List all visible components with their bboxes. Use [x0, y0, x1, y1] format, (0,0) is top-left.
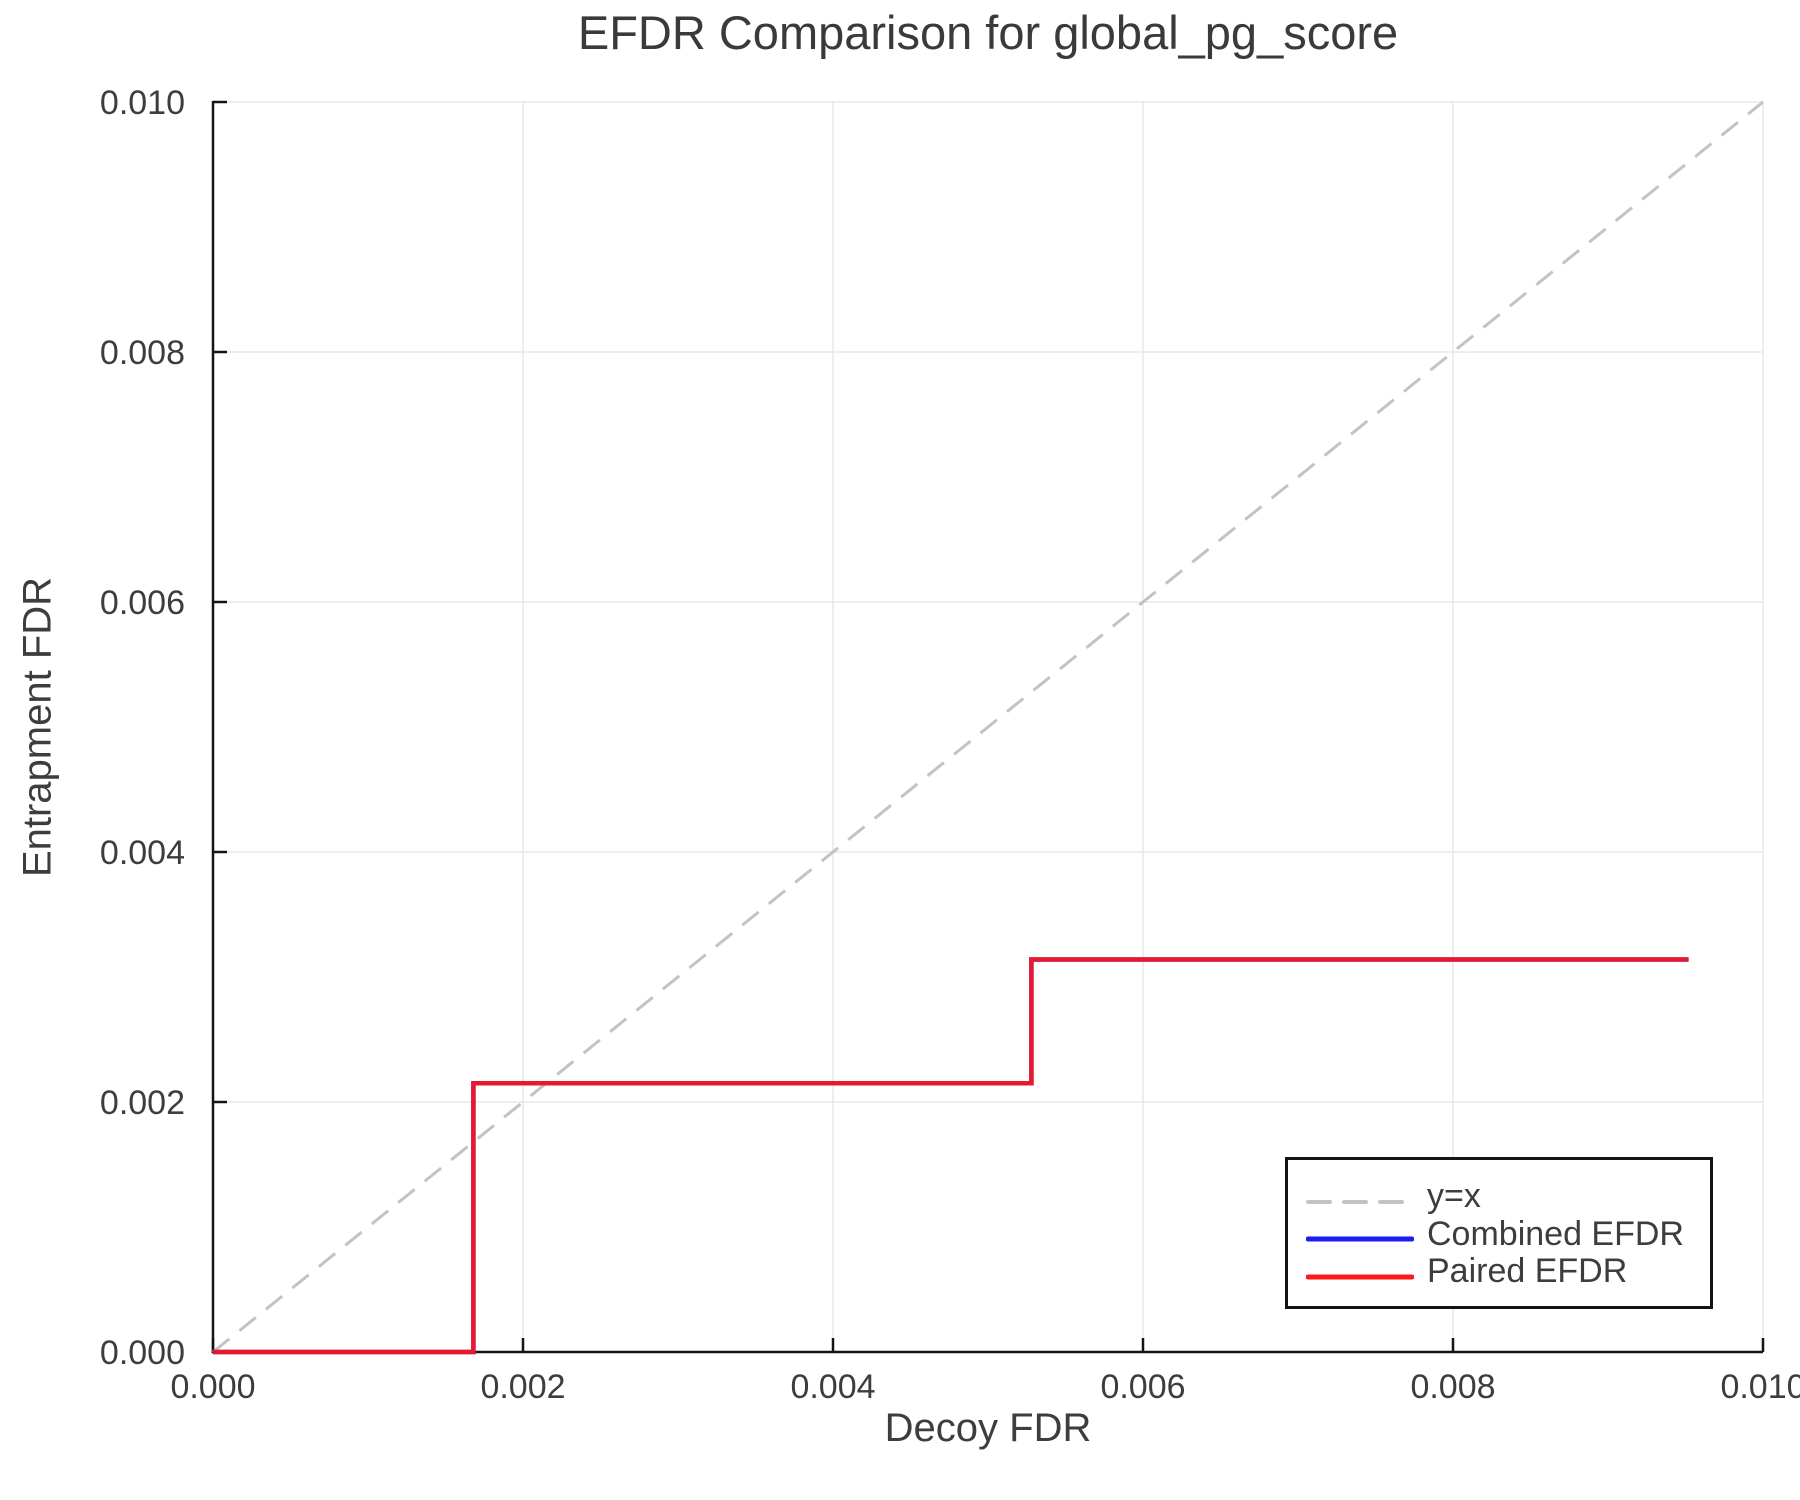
legend-sample-paired-efdr-line — [1305, 1268, 1415, 1280]
x-tick-label: 0.008 — [1410, 1368, 1495, 1406]
x-tick-label: 0.010 — [1720, 1368, 1800, 1406]
x-tick-label: 0.000 — [170, 1368, 255, 1406]
x-tick-label: 0.002 — [480, 1368, 565, 1406]
legend-row-paired-efdr: Paired EFDR — [1305, 1252, 1710, 1291]
legend-row-combined-efdr: Combined EFDR — [1305, 1214, 1710, 1254]
y-tick-label: 0.008 — [100, 334, 185, 372]
y-tick-label: 0.002 — [100, 1084, 185, 1122]
x-tick-label: 0.006 — [1100, 1368, 1185, 1406]
solid-line-icon — [1305, 1236, 1415, 1242]
solid-line-icon — [1305, 1274, 1415, 1280]
dashed-line-icon — [1306, 1199, 1414, 1204]
y-axis-label: Entrapment FDR — [15, 576, 60, 878]
legend-sample-y-x-line — [1306, 1193, 1414, 1204]
chart-title: EFDR Comparison for global_pg_score — [577, 6, 1399, 59]
legend-label: Combined EFDR — [1427, 1214, 1684, 1253]
y-tick-label: 0.000 — [100, 1334, 185, 1372]
legend: y=x Combined EFDR Paired EFDR — [1285, 1157, 1713, 1309]
y-tick-label: 0.006 — [100, 584, 185, 622]
legend-row-y-x: y=x — [1306, 1177, 1710, 1216]
x-tick-label: 0.004 — [790, 1368, 875, 1406]
legend-sample-combined-efdr-line — [1305, 1230, 1415, 1242]
legend-label: y=x — [1427, 1177, 1481, 1216]
series-line-paired-efdr — [213, 957, 1689, 1355]
y-tick-label: 0.004 — [100, 834, 185, 872]
legend-label: Paired EFDR — [1427, 1252, 1628, 1291]
x-axis-label: Decoy FDR — [884, 1406, 1092, 1450]
series-line-y-x — [212, 100, 1764, 1354]
y-tick-label: 0.010 — [100, 84, 185, 122]
